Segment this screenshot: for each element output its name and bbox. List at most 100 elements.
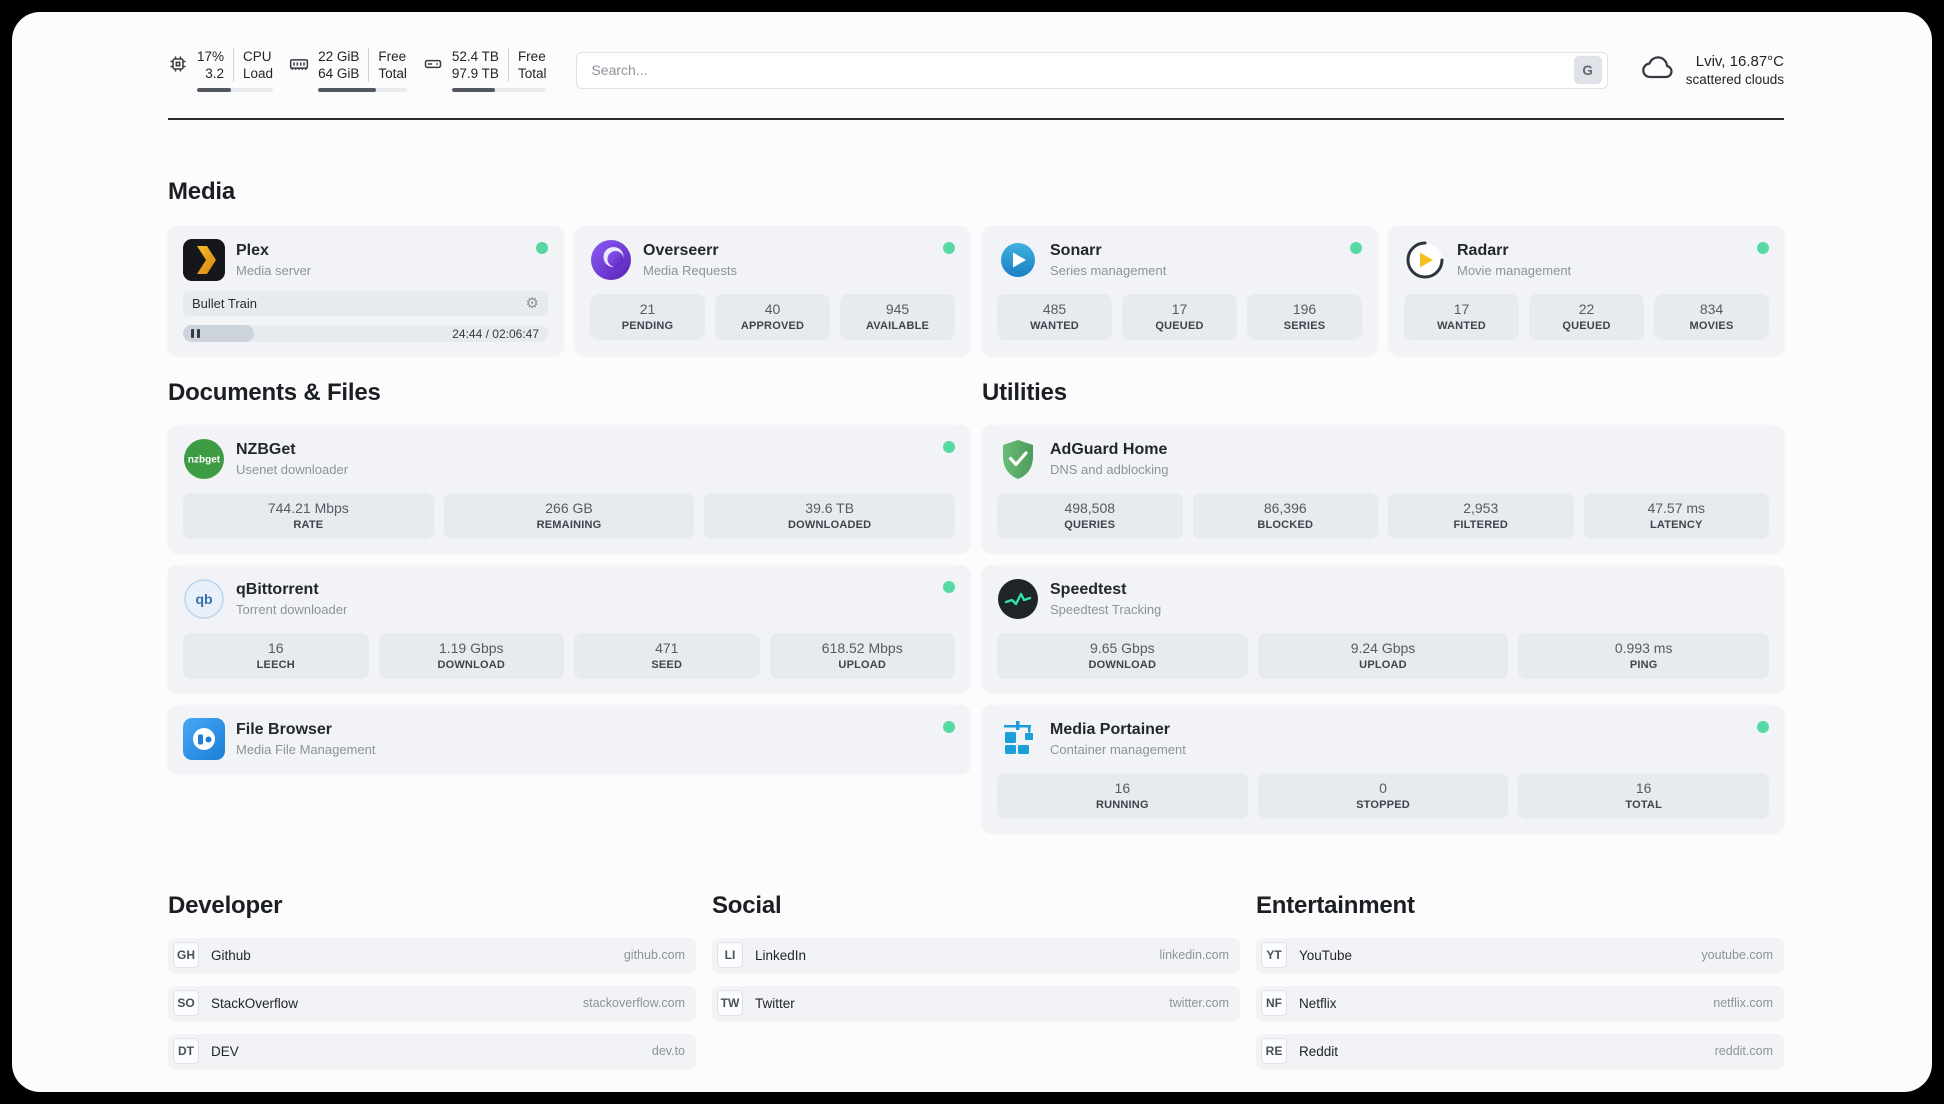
stat-value: 196 xyxy=(1292,301,1317,317)
bookmark-reddit[interactable]: RE Reddit reddit.com xyxy=(1256,1034,1784,1068)
nzbget-icon: nzbget xyxy=(183,438,225,480)
section-title-social: Social xyxy=(712,892,782,919)
bookmark-stackoverflow[interactable]: SO StackOverflow stackoverflow.com xyxy=(168,986,696,1020)
gear-icon[interactable]: ⚙ xyxy=(525,295,539,312)
status-dot xyxy=(1757,721,1769,733)
plex-card[interactable]: Plex Media server Bullet Train ⚙ 24:44 /… xyxy=(168,226,563,355)
overseerr-icon xyxy=(590,239,632,281)
stat-label: APPROVED xyxy=(740,320,805,332)
now-playing-bar: Bullet Train ⚙ xyxy=(183,291,548,316)
stat-value: 16 xyxy=(1635,780,1652,796)
dashboard-page: 17% 3.2 CPU Load xyxy=(12,12,1932,1092)
disk-label-bottom: Total xyxy=(517,66,547,81)
bookmark-netflix[interactable]: NF Netflix netflix.com xyxy=(1256,986,1784,1020)
stat-value: 40 xyxy=(764,301,781,317)
stat-tile: 16 LEECH xyxy=(183,633,369,679)
bookmark-name: Netflix xyxy=(1299,995,1337,1011)
adguard-card[interactable]: AdGuard Home DNS and adblocking 498,508 … xyxy=(982,425,1784,552)
bookmark-url: github.com xyxy=(623,948,685,962)
app-name: Sonarr xyxy=(1050,242,1102,259)
stat-tile: 498,508 QUERIES xyxy=(997,493,1183,539)
stackoverflow-icon: SO xyxy=(173,990,199,1016)
stat-tile: 16 TOTAL xyxy=(1518,773,1770,819)
ram-label-bottom: Total xyxy=(378,66,407,81)
bookmark-dev[interactable]: DT DEV dev.to xyxy=(168,1034,696,1068)
bookmark-name: Github xyxy=(211,947,251,963)
stat-tile: 945 AVAILABLE xyxy=(840,294,955,340)
stat-label: SEED xyxy=(651,659,683,671)
nzbget-card[interactable]: nzbget NZBGet Usenet downloader 74 xyxy=(168,425,970,552)
playback-progress-bar[interactable]: 24:44 / 02:06:47 xyxy=(183,325,548,342)
cloud-icon xyxy=(1640,50,1676,91)
stat-label: QUEUED xyxy=(1562,320,1611,332)
bookmark-url: netflix.com xyxy=(1713,996,1773,1010)
ram-icon xyxy=(289,54,309,79)
search-engine-button[interactable]: G xyxy=(1573,56,1602,84)
sonarr-card[interactable]: Sonarr Series management 485 WANTED 17 Q… xyxy=(982,226,1377,355)
stat-value: 744.21 Mbps xyxy=(267,500,349,516)
app-name: Speedtest xyxy=(1050,581,1127,598)
ram-label-top: Free xyxy=(378,49,407,64)
speedtest-card[interactable]: Speedtest Speedtest Tracking 9.65 Gbps D… xyxy=(982,565,1784,692)
stat-value: 2,953 xyxy=(1463,500,1499,516)
ram-total: 64 GiB xyxy=(318,66,360,81)
stat-value: 9.24 Gbps xyxy=(1350,640,1416,656)
filebrowser-card[interactable]: File Browser Media File Management xyxy=(168,705,970,773)
twitter-icon: TW xyxy=(717,990,743,1016)
bookmark-name: Twitter xyxy=(755,995,795,1011)
app-name: AdGuard Home xyxy=(1050,441,1168,458)
cpu-widget: 17% 3.2 CPU Load xyxy=(168,48,274,92)
stat-value: 471 xyxy=(655,640,679,656)
bookmark-twitter[interactable]: TW Twitter twitter.com xyxy=(712,986,1240,1020)
media-grid: Plex Media server Bullet Train ⚙ 24:44 /… xyxy=(168,226,1784,355)
weather-widget: Lviv, 16.87°C scattered clouds xyxy=(1640,50,1784,91)
stat-label: TOTAL xyxy=(1625,799,1662,811)
disk-total: 97.9 TB xyxy=(451,66,499,81)
app-desc: Usenet downloader xyxy=(236,462,349,477)
portainer-card[interactable]: Media Portainer Container management 16 … xyxy=(982,705,1784,832)
stat-label: UPLOAD xyxy=(1359,659,1407,671)
stat-value: 498,508 xyxy=(1064,500,1116,516)
app-name: Media Portainer xyxy=(1050,721,1171,738)
bookmark-linkedin[interactable]: LI LinkedIn linkedin.com xyxy=(712,938,1240,972)
bookmark-youtube[interactable]: YT YouTube youtube.com xyxy=(1256,938,1784,972)
app-desc: Series management xyxy=(1050,263,1167,278)
status-dot xyxy=(943,581,955,593)
dev-icon: DT xyxy=(173,1038,199,1064)
pause-icon[interactable] xyxy=(191,329,200,338)
radarr-card[interactable]: Radarr Movie management 17 WANTED 22 QUE… xyxy=(1389,226,1784,355)
stat-label: QUERIES xyxy=(1064,519,1116,531)
stat-value: 0.993 ms xyxy=(1614,640,1673,656)
sonarr-icon xyxy=(997,239,1039,281)
stat-value: 834 xyxy=(1699,301,1724,317)
entertainment-column: Entertainment YT YouTube youtube.com NF … xyxy=(1256,892,1784,1068)
stat-label: DOWNLOADED xyxy=(788,519,872,531)
stat-tile: 22 QUEUED xyxy=(1529,294,1644,340)
stat-label: AVAILABLE xyxy=(865,320,930,332)
overseerr-card[interactable]: Overseerr Media Requests 21 PENDING 40 A… xyxy=(575,226,970,355)
app-desc: Media Requests xyxy=(643,263,737,278)
system-header: 17% 3.2 CPU Load xyxy=(168,48,1784,92)
stat-tile: 86,396 BLOCKED xyxy=(1192,493,1378,539)
bookmark-url: stackoverflow.com xyxy=(582,996,685,1010)
svg-text:nzbget: nzbget xyxy=(188,455,221,466)
stat-value: 21 xyxy=(639,301,656,317)
stat-tile: 21 PENDING xyxy=(590,294,705,340)
stat-tile: 16 RUNNING xyxy=(997,773,1248,819)
search-input[interactable] xyxy=(591,62,1574,78)
app-desc: Media File Management xyxy=(236,742,376,757)
bookmark-github[interactable]: GH Github github.com xyxy=(168,938,696,972)
stat-value: 618.52 Mbps xyxy=(821,640,903,656)
stat-label: REMAINING xyxy=(536,519,602,531)
stat-tile: 618.52 Mbps UPLOAD xyxy=(769,633,955,679)
stat-label: FILTERED xyxy=(1453,519,1509,531)
stat-value: 16 xyxy=(267,640,284,656)
qbittorrent-card[interactable]: qb qBittorrent Torrent downloader xyxy=(168,565,970,692)
section-title-utilities: Utilities xyxy=(982,379,1067,406)
stat-tile: 0 STOPPED xyxy=(1257,773,1509,819)
app-desc: Torrent downloader xyxy=(236,602,348,617)
stat-label: RUNNING xyxy=(1095,799,1149,811)
app-name: File Browser xyxy=(236,721,333,738)
developer-column: Developer GH Github github.com SO StackO… xyxy=(168,892,696,1068)
bookmark-url: linkedin.com xyxy=(1159,948,1229,962)
